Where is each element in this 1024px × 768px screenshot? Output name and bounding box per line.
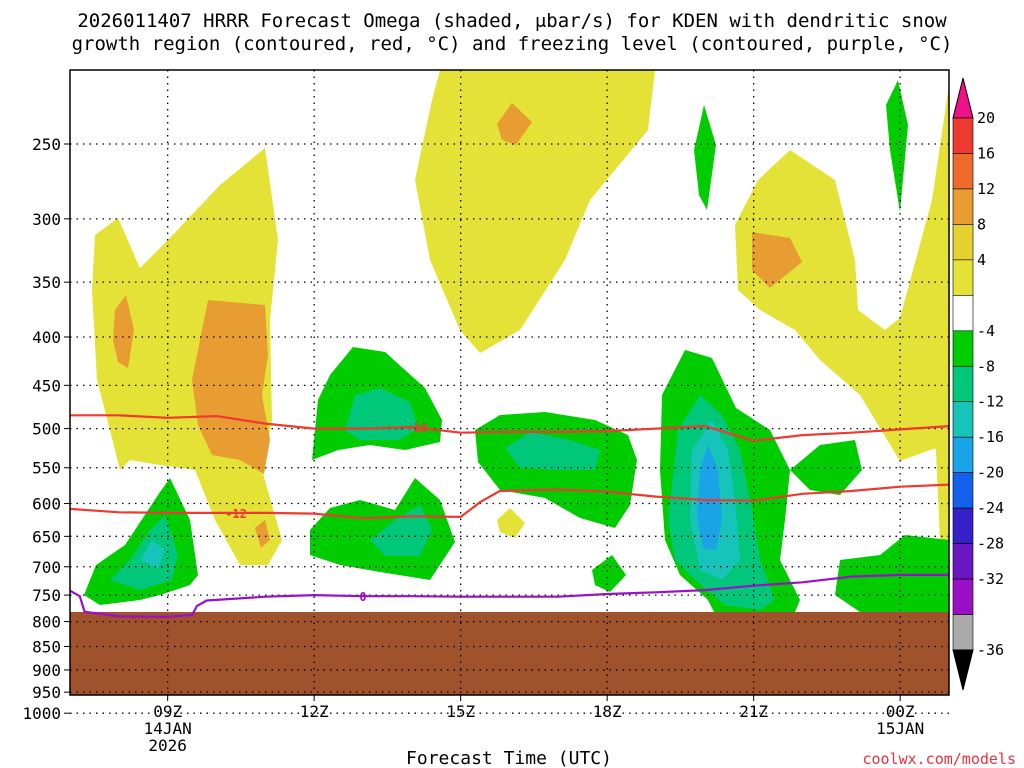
omega-region-teal-4 (505, 432, 600, 470)
colorbar-tick-label: -36 (977, 641, 1004, 659)
contour-line (70, 414, 950, 442)
contour-line (69, 573, 949, 619)
chart-title-line-1: 2026011407 HRRR Forecast Omega (shaded, … (77, 10, 947, 32)
y-tick-label: 550 (32, 459, 61, 478)
omega-region-yellow-left (92, 148, 282, 565)
colorbar-tick-label: -24 (977, 499, 1004, 517)
y-tick-label: 350 (32, 273, 61, 292)
contours: -18 -12 0 (69, 414, 950, 619)
colorbar-tick-label: -12 (977, 393, 1004, 411)
y-tick-label: 900 (32, 661, 61, 680)
colorbar-tick-label: -28 (977, 535, 1004, 553)
colorbar-tick-label: 12 (977, 180, 995, 198)
y-axis: 250 300 350 400 450 500 550 600 650 700 750 800 850 9… (22, 135, 70, 723)
contour-label: -18 (406, 421, 428, 435)
omega-region-cyan-1 (140, 540, 165, 568)
colorbar-swatch (952, 259, 974, 296)
contour-label: 0 (359, 590, 366, 604)
omega-shading (84, 70, 949, 612)
y-tick-label: 800 (32, 613, 61, 632)
y-tick-label: 850 (32, 637, 61, 656)
y-tick-label: 600 (32, 494, 61, 513)
colorbar-arrow-top (952, 77, 974, 119)
x-tick-label: 00Z (886, 702, 915, 721)
omega-region-teal-1 (110, 515, 178, 590)
terrain-below-surface (70, 612, 949, 695)
omega-region-orange-4 (752, 232, 802, 288)
colorbar-swatch (952, 330, 974, 367)
omega-region-green-8 (835, 535, 949, 612)
y-tick-label: 750 (32, 586, 61, 605)
y-tick-label: 300 (32, 210, 61, 229)
colorbar-tick-label: -16 (977, 428, 1004, 446)
credit-text: coolwx.com/models (862, 750, 1016, 768)
contour-label: -12 (225, 507, 247, 521)
colorbar-tick-label: -20 (977, 464, 1004, 482)
colorbar-tick-label: -4 (977, 322, 995, 340)
omega-region-yellow-edge (935, 300, 949, 540)
colorbar-tick-label: -8 (977, 357, 995, 375)
y-tick-label: 250 (32, 135, 61, 154)
omega-region-yellow-right (735, 85, 949, 461)
y-tick-label: 700 (32, 558, 61, 577)
y-tick-label: 450 (32, 376, 61, 395)
colorbar-tick-label: 16 (977, 144, 995, 162)
omega-region-green-5 (592, 555, 626, 592)
colorbar-swatch (952, 507, 974, 544)
omega-region-green-9 (694, 105, 716, 210)
x-tick-label: 09Z (153, 702, 182, 721)
colorbar-swatch (952, 188, 974, 225)
omega-region-yellow-small (497, 508, 525, 538)
x-axis-label: Forecast Time (UTC) (406, 748, 612, 768)
colorbar-swatch (952, 401, 974, 438)
x-tick-label: 2026 (148, 736, 187, 755)
colorbar-swatch (952, 295, 974, 332)
colorbar-swatch (952, 436, 974, 473)
colorbar-swatch (952, 472, 974, 509)
omega-region-yellow-top (415, 70, 655, 353)
y-tick-label: 400 (32, 328, 61, 347)
colorbar-swatch (952, 224, 974, 261)
x-tick-label: 15Z (446, 702, 475, 721)
x-tick-label: 21Z (739, 702, 768, 721)
omega-region-orange-3 (497, 103, 532, 145)
plot-frame (69, 69, 950, 696)
omega-region-orange-5 (255, 520, 270, 548)
x-tick-label: 18Z (593, 702, 622, 721)
x-tick-label: 15JAN (876, 719, 924, 738)
y-tick-label: 500 (32, 420, 61, 439)
colorbar-arrow-bottom (952, 649, 974, 691)
omega-region-blue-1 (697, 445, 722, 550)
grid (70, 70, 949, 714)
colorbar: 20 16 12 8 4 -4 -8 -12 -16 -20 -24 -28 -32 -36 (952, 77, 1004, 691)
omega-region-orange-1 (113, 295, 134, 368)
y-tick-label: 1000 (22, 704, 61, 723)
colorbar-swatch (952, 153, 974, 190)
colorbar-swatch (952, 578, 974, 615)
chart-title-line-2: growth region (contoured, red, °C) and f… (72, 33, 953, 55)
colorbar-tick-label: -32 (977, 570, 1004, 588)
omega-region-green-10 (886, 80, 908, 212)
omega-region-green-7 (790, 440, 862, 495)
colorbar-tick-label: 20 (977, 109, 995, 127)
colorbar-tick-label: 4 (977, 251, 986, 269)
contour-line (69, 483, 950, 520)
omega-region-orange-2 (192, 300, 270, 474)
x-tick-label: 12Z (300, 702, 329, 721)
y-tick-label: 950 (32, 683, 61, 702)
colorbar-swatch (952, 365, 974, 403)
colorbar-swatch (952, 543, 974, 580)
colorbar-tick-label: 8 (977, 215, 986, 233)
colorbar-swatch (952, 614, 974, 651)
x-tick-label: 14JAN (144, 719, 192, 738)
y-tick-label: 650 (32, 527, 61, 546)
omega-region-teal-3 (370, 505, 432, 556)
colorbar-swatch (952, 117, 974, 154)
